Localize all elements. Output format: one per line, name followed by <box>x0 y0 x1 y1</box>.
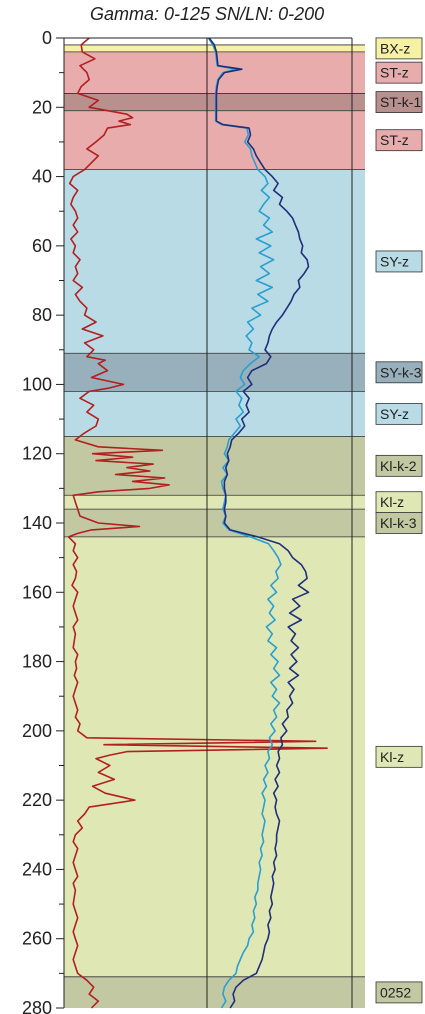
series-line-ln <box>208 37 310 1009</box>
chart-title: Gamma: 0-125 SN/LN: 0-200 <box>90 4 324 24</box>
zone-label: Kl-k-3 <box>375 512 423 534</box>
zone-band <box>64 169 365 354</box>
zone-label-box <box>375 981 423 1004</box>
zone-label: ST-z <box>375 129 423 152</box>
zone-label: BX-z <box>375 37 423 60</box>
zone-label-text: SY-k-3 <box>380 364 422 380</box>
zone-label-text: Kl-k-2 <box>380 458 417 474</box>
zone-band <box>64 51 365 94</box>
zone-band <box>64 436 365 496</box>
tick-label: 120 <box>22 444 52 464</box>
zone-label: SY-z <box>375 250 423 273</box>
zone-label: 0252 <box>375 981 423 1004</box>
tick-label: 260 <box>22 929 52 949</box>
zone-label-box <box>375 402 423 425</box>
zone-label-box <box>375 454 423 477</box>
zone-band <box>64 353 365 392</box>
neutron-track <box>207 37 310 1009</box>
zone-band <box>64 93 365 111</box>
zone-label-text: ST-z <box>380 132 409 148</box>
zone-label-box <box>375 91 423 113</box>
tick-label: 240 <box>22 859 52 879</box>
zone-band <box>64 509 365 537</box>
zone-label-box <box>375 61 423 84</box>
zone-band <box>64 536 365 977</box>
zone-label: SY-z <box>375 402 423 425</box>
zones-layer <box>64 44 365 1008</box>
tick-label: 200 <box>22 721 52 741</box>
tick-label: 80 <box>32 305 52 325</box>
tick-label: 180 <box>22 652 52 672</box>
zone-label-text: Kl-z <box>380 749 404 765</box>
zone-labels: BX-z ST-z ST-k-1 ST-z SY-z SY-k-3 SY-z Kl-k-2 Kl… <box>375 37 423 1004</box>
zone-label: SY-k-3 <box>375 361 423 384</box>
zone-label-text: ST-z <box>380 65 409 81</box>
tick-label: 40 <box>32 167 52 187</box>
zone-label: Kl-k-2 <box>375 454 423 477</box>
depth-axis: 0 20 40 60 80 100 120 140 160 180 200 220 240 260 280 <box>22 28 64 1014</box>
zone-band <box>64 495 365 510</box>
zone-band <box>64 391 365 437</box>
tick-label: 140 <box>22 513 52 533</box>
zone-label: ST-k-1 <box>375 91 423 113</box>
tick-label: 280 <box>22 998 52 1014</box>
series-line-gamma <box>67 37 328 1009</box>
tick-label: 0 <box>42 28 52 48</box>
zone-label-box <box>375 745 423 768</box>
tick-label: 160 <box>22 582 52 602</box>
zone-label-box <box>375 250 423 273</box>
zone-label-box <box>375 512 423 534</box>
zone-band <box>64 976 365 1008</box>
zone-label-text: SY-z <box>380 406 409 422</box>
zone-label-text: Kl-k-3 <box>380 515 417 531</box>
zone-label: ST-z <box>375 61 423 84</box>
tick-label: 20 <box>32 97 52 117</box>
tick-label: 220 <box>22 790 52 810</box>
zone-label-text: ST-k-1 <box>380 94 421 110</box>
zone-label-box <box>375 129 423 152</box>
zone-label-box <box>375 361 423 384</box>
tick-label: 60 <box>32 236 52 256</box>
zone-label-box <box>375 37 423 60</box>
zone-label: Kl-z <box>375 745 423 768</box>
zone-label: Kl-z <box>375 491 423 514</box>
zone-label-text: Kl-z <box>380 494 404 510</box>
zone-label-text: 0252 <box>380 984 411 1000</box>
zone-label-text: BX-z <box>380 40 410 56</box>
zone-band <box>64 110 365 170</box>
tick-label: 100 <box>22 374 52 394</box>
gamma-track <box>67 37 328 1009</box>
zone-label-text: SY-z <box>380 253 409 269</box>
